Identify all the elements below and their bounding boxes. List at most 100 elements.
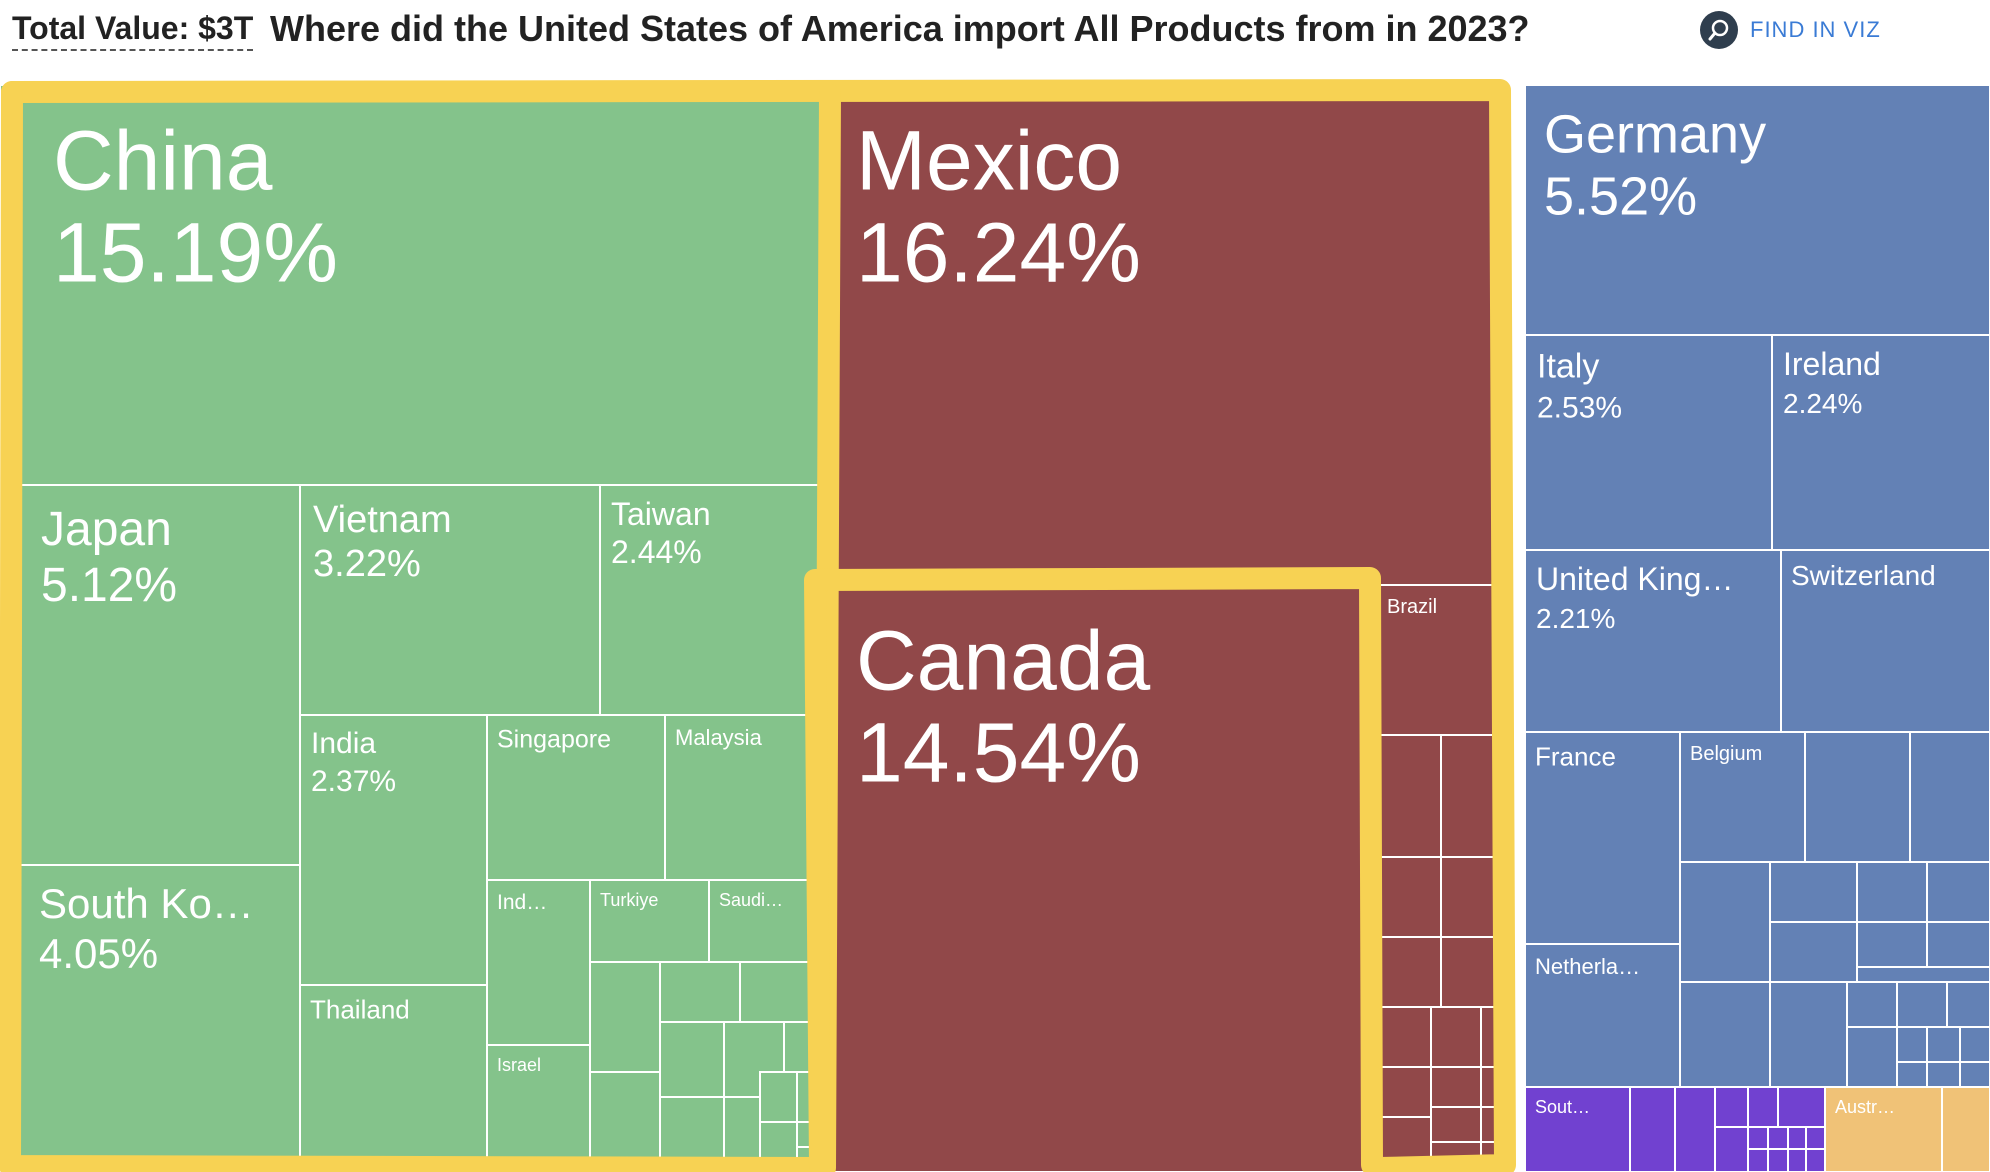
- small-tile[interactable]: [1777, 1086, 1826, 1128]
- tile-label-united-kingdom: United King…: [1536, 561, 1733, 597]
- tile-label-india: India: [311, 727, 376, 760]
- tile-value-united-kingdom: 2.21%: [1536, 603, 1615, 634]
- small-tile[interactable]: [1674, 1086, 1716, 1172]
- tile-malaysia[interactable]: [664, 714, 828, 881]
- tile-united-kingdom[interactable]: [1524, 549, 1782, 733]
- small-tile[interactable]: [1946, 981, 1990, 1028]
- tile-singapore[interactable]: [486, 714, 666, 881]
- tile-china[interactable]: [0, 84, 828, 486]
- small-tile[interactable]: [1769, 861, 1858, 923]
- tile-australia[interactable]: [1824, 1086, 1943, 1172]
- tile-value-italy: 2.53%: [1537, 392, 1622, 425]
- small-tile[interactable]: [1767, 1126, 1789, 1150]
- tile-label-vietnam: Vietnam: [313, 499, 452, 541]
- small-tile[interactable]: [1787, 1126, 1807, 1150]
- tile-label-taiwan: Taiwan: [611, 496, 711, 532]
- small-tile[interactable]: [1926, 861, 1990, 923]
- small-tile[interactable]: [1376, 1066, 1432, 1118]
- small-tile[interactable]: [589, 961, 661, 1073]
- tile-label-australia: Austr…: [1835, 1097, 1895, 1117]
- tile-label-switzerland: Switzerland: [1791, 560, 1936, 591]
- small-tile[interactable]: [759, 1071, 798, 1123]
- tile-label-mexico: Mexico: [856, 114, 1122, 208]
- tile-label-japan: Japan: [41, 503, 172, 556]
- small-tile[interactable]: [1679, 861, 1771, 983]
- tile-label-brazil: Brazil: [1387, 596, 1437, 618]
- small-tile[interactable]: [1804, 731, 1911, 863]
- tile-label-germany: Germany: [1544, 105, 1766, 165]
- tile-value-china: 15.19%: [53, 206, 338, 300]
- header: Total Value: $3T Where did the United St…: [0, 0, 1990, 70]
- small-tile[interactable]: [1926, 921, 1990, 968]
- small-tile[interactable]: [1926, 1061, 1961, 1088]
- tile-turkiye[interactable]: [589, 879, 710, 963]
- search-icon: [1700, 11, 1738, 49]
- tile-mexico[interactable]: [826, 84, 1506, 586]
- small-tile[interactable]: [1376, 856, 1442, 938]
- small-tile[interactable]: [1430, 1066, 1482, 1108]
- tile-label-france: France: [1535, 741, 1616, 771]
- tile-belgium[interactable]: [1679, 731, 1806, 863]
- tile-japan[interactable]: [0, 484, 301, 866]
- small-tile[interactable]: [1856, 861, 1928, 923]
- small-tile[interactable]: [1430, 1106, 1482, 1143]
- tile-label-israel: Israel: [497, 1055, 541, 1075]
- tile-taiwan[interactable]: [599, 484, 828, 716]
- small-tile[interactable]: [1769, 981, 1848, 1088]
- total-value[interactable]: Total Value: $3T: [12, 10, 254, 51]
- small-tile[interactable]: [1846, 1026, 1898, 1088]
- small-tile[interactable]: [1846, 981, 1898, 1028]
- small-tile[interactable]: [1679, 981, 1771, 1088]
- small-tile[interactable]: [1714, 1126, 1749, 1172]
- small-tile[interactable]: [1856, 921, 1928, 968]
- tile-france[interactable]: [1524, 731, 1681, 945]
- highlight-canada-outline: [804, 567, 1383, 1172]
- highlight-asia-outline: [0, 81, 841, 1172]
- tile-label-turkiye: Turkiye: [600, 890, 658, 910]
- tile-value-japan: 5.12%: [41, 559, 177, 612]
- small-tile[interactable]: [1926, 1026, 1961, 1063]
- small-tile[interactable]: [1896, 1061, 1928, 1088]
- highlight-americas-outline: [1, 79, 1516, 1172]
- small-tile[interactable]: [1896, 981, 1948, 1028]
- small-tile[interactable]: [1376, 734, 1442, 858]
- tile-label-malaysia: Malaysia: [675, 725, 763, 750]
- tile-israel[interactable]: [486, 1044, 591, 1172]
- tile-label-thailand: Thailand: [310, 994, 410, 1024]
- small-tile[interactable]: [1376, 1006, 1432, 1068]
- small-tile[interactable]: [1714, 1086, 1749, 1128]
- tile-thailand[interactable]: [299, 984, 488, 1172]
- small-tile[interactable]: [1747, 1148, 1769, 1172]
- small-tile[interactable]: [1805, 1126, 1826, 1150]
- small-tile[interactable]: [1747, 1126, 1769, 1150]
- tile-south-africa[interactable]: [1524, 1086, 1631, 1172]
- small-tile[interactable]: [1747, 1086, 1779, 1128]
- tile-ireland[interactable]: [1771, 334, 1990, 551]
- small-tile[interactable]: [589, 1071, 661, 1172]
- small-tile[interactable]: [1909, 731, 1990, 863]
- small-tile[interactable]: [1376, 936, 1442, 1008]
- tile-value-ireland: 2.24%: [1783, 388, 1862, 419]
- small-tile[interactable]: [1767, 1148, 1789, 1172]
- small-tile[interactable]: [1430, 1006, 1482, 1068]
- small-tile[interactable]: [1941, 1086, 1990, 1172]
- small-tile[interactable]: [1959, 1061, 1990, 1088]
- tile-south-korea[interactable]: [0, 864, 301, 1172]
- tile-switzerland[interactable]: [1780, 549, 1990, 733]
- small-tile[interactable]: [659, 1021, 725, 1098]
- small-tile[interactable]: [659, 961, 741, 1023]
- small-tile[interactable]: [1805, 1148, 1826, 1172]
- small-tile[interactable]: [1629, 1086, 1676, 1172]
- tile-vietnam[interactable]: [299, 484, 601, 716]
- tile-value-mexico: 16.24%: [856, 206, 1141, 300]
- tile-label-belgium: Belgium: [1690, 743, 1762, 765]
- small-tile[interactable]: [1769, 921, 1858, 983]
- tile-germany[interactable]: [1524, 84, 1990, 336]
- tile-label-south-africa: Sout…: [1535, 1097, 1590, 1117]
- small-tile[interactable]: [1787, 1148, 1807, 1172]
- find-in-viz-button[interactable]: FIND IN VIZ: [1700, 10, 1881, 50]
- small-tile[interactable]: [1896, 1026, 1928, 1063]
- small-tile[interactable]: [1959, 1026, 1990, 1063]
- tile-value-india: 2.37%: [311, 765, 396, 798]
- tile-label-indonesia: Ind…: [497, 891, 547, 914]
